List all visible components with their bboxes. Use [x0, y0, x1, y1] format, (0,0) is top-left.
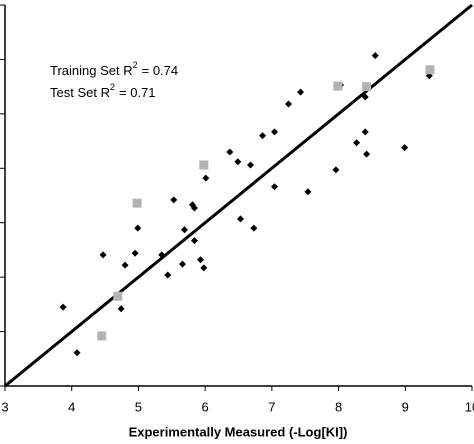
x-tick-label: 5 [135, 399, 142, 414]
point [73, 349, 81, 357]
point [237, 215, 245, 223]
point [247, 161, 255, 169]
point [226, 148, 234, 156]
point [361, 93, 369, 101]
annotation-sup: 2 [110, 82, 115, 92]
point [332, 166, 340, 174]
x-tick-label: 4 [68, 399, 75, 414]
point [59, 303, 67, 311]
point [164, 271, 172, 279]
point [271, 183, 279, 191]
annotation: Training Set R2 = 0.74 [50, 60, 178, 78]
x-tick-label: 9 [402, 399, 409, 414]
point [401, 144, 409, 152]
annotation-value: = 0.71 [119, 85, 156, 100]
point [134, 224, 142, 232]
x-tick-label: 3 [1, 399, 8, 414]
point [297, 88, 305, 96]
annotation-text: Test Set R [50, 85, 110, 100]
point [196, 256, 204, 264]
point [371, 52, 379, 60]
point [362, 82, 372, 92]
point [180, 226, 188, 234]
point [259, 132, 267, 140]
point [170, 196, 178, 204]
point [190, 237, 198, 245]
x-tick-label: 7 [268, 399, 275, 414]
point [234, 158, 242, 166]
point [121, 261, 129, 269]
point [333, 81, 343, 91]
point [250, 224, 258, 232]
x-axis-label: Experimentally Measured (-Log[KI]) [129, 424, 348, 439]
point [99, 251, 107, 259]
point [199, 160, 209, 170]
point [132, 198, 142, 208]
point [97, 331, 107, 341]
fit-line [4, 3, 473, 388]
point [363, 150, 371, 158]
point [425, 65, 435, 75]
point [178, 260, 186, 268]
point [202, 174, 210, 182]
point [117, 305, 125, 313]
point [113, 291, 123, 301]
point [131, 249, 139, 257]
annotation: Test Set R2 = 0.71 [50, 82, 156, 100]
annotation-text: Training Set R [50, 63, 133, 78]
point [200, 264, 208, 272]
x-tick-label: 10 [465, 399, 474, 414]
point [271, 128, 279, 136]
x-tick-label: 6 [202, 399, 209, 414]
annotation-sup: 2 [133, 60, 138, 70]
point [190, 204, 198, 212]
annotation-value: = 0.74 [142, 63, 179, 78]
point [304, 188, 312, 196]
x-tick-label: 8 [335, 399, 342, 414]
point [361, 128, 369, 136]
point [353, 139, 361, 147]
point [285, 100, 293, 108]
point [158, 251, 166, 259]
